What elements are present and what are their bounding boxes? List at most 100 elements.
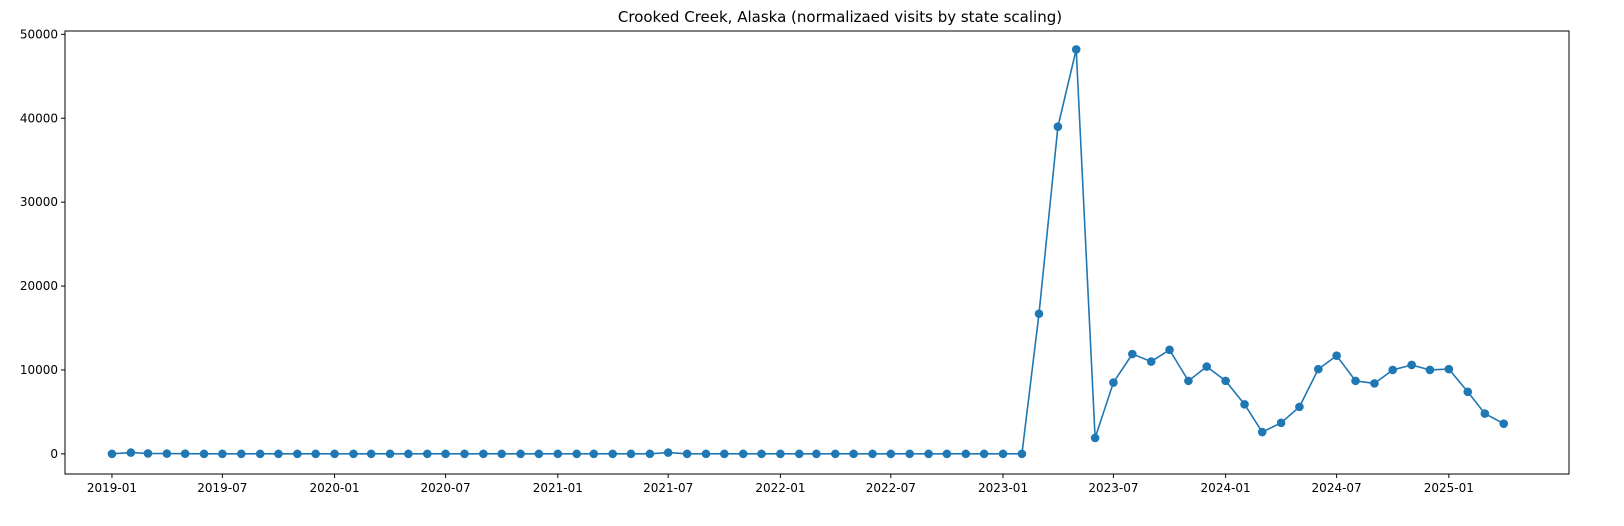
x-tick-label: 2020-01 — [310, 481, 360, 495]
data-point — [1221, 376, 1230, 386]
data-point — [422, 449, 432, 459]
y-axis: 0 10000 20000 30000 40000 50000 — [20, 27, 65, 461]
data-point — [349, 449, 358, 459]
chart-title: Crooked Creek, Alaska (normalizaed visit… — [618, 8, 1062, 26]
data-point — [1463, 387, 1473, 397]
data-point — [126, 448, 136, 457]
data-point — [534, 449, 544, 459]
data-point — [1034, 309, 1044, 319]
y-tick-label: 0 — [50, 447, 58, 461]
data-point — [942, 449, 952, 459]
data-point — [199, 449, 209, 459]
series-line — [111, 49, 1505, 455]
data-point — [497, 449, 506, 459]
data-point — [701, 449, 711, 459]
data-point — [218, 449, 227, 459]
data-point — [831, 449, 840, 459]
data-point — [1090, 433, 1100, 443]
y-tick-label: 40000 — [20, 111, 58, 125]
data-point — [366, 449, 376, 459]
data-point — [274, 449, 283, 459]
data-point — [1407, 360, 1416, 370]
data-point — [479, 449, 488, 459]
data-point — [1314, 364, 1323, 374]
x-tick-label: 2019-01 — [87, 481, 137, 495]
y-tick-label: 30000 — [20, 195, 58, 209]
data-point — [1165, 345, 1174, 355]
data-point — [404, 449, 413, 459]
x-tick-label: 2025-01 — [1424, 481, 1474, 495]
data-point — [1444, 364, 1454, 374]
data-point — [1370, 379, 1379, 388]
data-point — [1425, 365, 1435, 375]
data-point — [868, 449, 877, 459]
x-tick-label: 2022-01 — [755, 481, 805, 495]
data-point — [1184, 376, 1193, 386]
data-point — [1240, 400, 1249, 409]
data-point — [682, 449, 692, 459]
data-point — [645, 449, 655, 459]
x-tick-label: 2023-01 — [978, 481, 1028, 495]
data-point — [998, 449, 1008, 459]
x-tick-label: 2021-07 — [643, 481, 693, 495]
y-tick-label: 50000 — [20, 27, 58, 41]
data-point — [795, 449, 804, 459]
data-point — [460, 449, 469, 459]
data-point — [1332, 351, 1341, 361]
data-point — [1128, 349, 1137, 359]
data-point — [385, 449, 395, 459]
data-point — [1388, 365, 1398, 375]
data-point — [1017, 449, 1027, 459]
data-point — [720, 449, 729, 459]
x-tick-label: 2024-07 — [1312, 481, 1362, 495]
data-point — [162, 449, 172, 458]
x-tick-label: 2023-07 — [1088, 481, 1138, 495]
data-point — [311, 449, 320, 459]
x-tick-label: 2021-01 — [533, 481, 583, 495]
data-point — [255, 449, 265, 459]
x-tick-label: 2020-07 — [421, 481, 471, 495]
data-point — [905, 449, 914, 459]
data-point — [1480, 409, 1490, 418]
data-point — [589, 449, 599, 459]
data-point — [849, 449, 858, 459]
data-point — [1499, 419, 1509, 428]
data-point — [663, 448, 673, 457]
data-point — [924, 449, 933, 459]
data-point — [757, 449, 766, 459]
data-point — [1053, 122, 1063, 131]
data-point — [626, 449, 636, 459]
x-tick-label: 2022-07 — [866, 481, 916, 495]
data-point — [1071, 45, 1081, 54]
data-point — [1202, 362, 1212, 371]
data-point — [776, 449, 785, 459]
y-tick-label: 10000 — [20, 363, 58, 377]
series-points — [107, 45, 1509, 459]
data-point — [330, 449, 339, 459]
plot-frame — [64, 30, 1570, 475]
data-point — [516, 449, 525, 459]
data-point — [143, 449, 153, 458]
x-tick-label: 2024-01 — [1201, 481, 1251, 495]
x-tick-label: 2019-07 — [197, 481, 247, 495]
data-point — [738, 449, 748, 459]
data-point — [572, 449, 581, 459]
data-point — [1276, 418, 1286, 428]
data-point — [293, 449, 302, 459]
data-point — [107, 449, 117, 459]
data-point — [1257, 427, 1267, 437]
data-point — [553, 449, 563, 459]
data-point — [886, 449, 896, 459]
data-point — [180, 449, 190, 459]
data-point — [441, 449, 450, 459]
data-point — [608, 449, 617, 459]
data-point — [961, 449, 971, 459]
x-axis: 2019-01 2019-07 2020-01 2020-07 2021-01 2021-… — [87, 474, 1474, 495]
data-point — [979, 449, 989, 459]
data-point — [1351, 376, 1360, 386]
y-tick-label: 20000 — [20, 279, 58, 293]
data-point — [1146, 357, 1156, 366]
data-point — [1295, 402, 1304, 412]
data-point — [236, 449, 246, 459]
